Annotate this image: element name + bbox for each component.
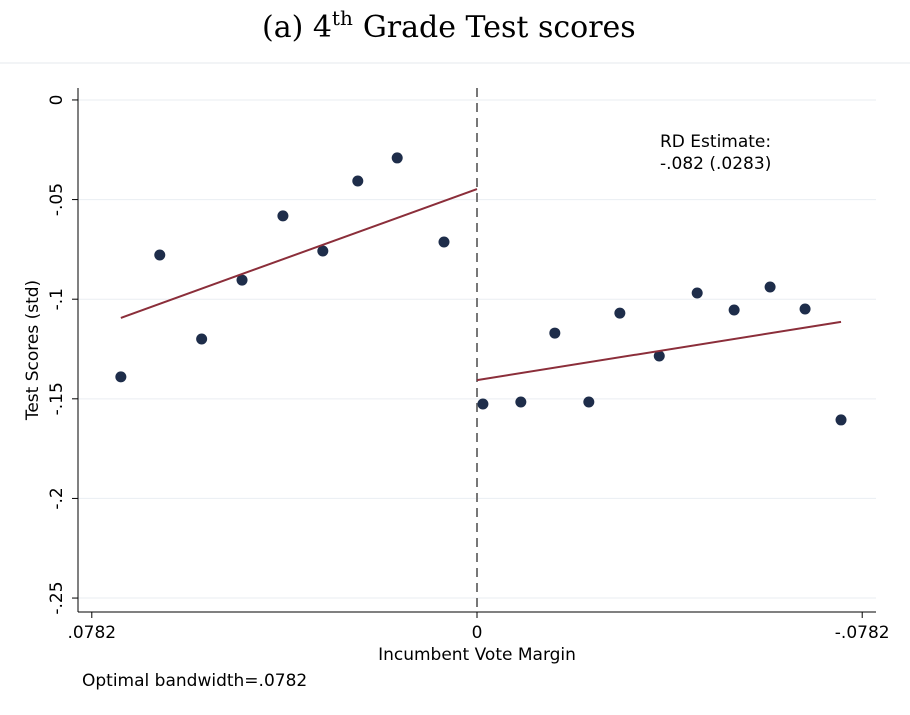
y-axis-label: Test Scores (std) — [23, 280, 43, 421]
annotation: -.082 (.0283) — [660, 154, 771, 174]
fit-line — [476, 320, 842, 382]
note: Optimal bandwidth=.0782 — [82, 671, 307, 691]
title-text: (a) 4 — [262, 10, 332, 45]
chart-title: (a) 4th Grade Test scores — [262, 6, 636, 45]
point — [391, 152, 403, 164]
point — [653, 350, 665, 362]
y-tick-label: -.1 — [47, 288, 67, 310]
point — [317, 245, 329, 257]
point — [236, 274, 248, 286]
point — [835, 414, 847, 426]
point — [728, 304, 740, 316]
point — [477, 398, 489, 410]
y-tick-label: -.2 — [47, 487, 67, 509]
point — [614, 307, 626, 319]
x-axis-label: Incumbent Vote Margin — [378, 645, 576, 665]
point — [799, 303, 811, 315]
y-tick-label: 0 — [47, 95, 67, 106]
point — [277, 210, 289, 222]
point — [154, 249, 166, 261]
title-rest: Grade Test scores — [363, 10, 636, 45]
point — [438, 236, 450, 248]
fit-line — [120, 188, 478, 319]
annotation: RD Estimate: — [660, 132, 771, 152]
y-tick-label: -.25 — [47, 581, 67, 614]
x-tick-label: .0782 — [67, 623, 116, 643]
point — [115, 371, 127, 383]
point — [583, 396, 595, 408]
point — [549, 327, 561, 339]
x-tick-label: 0 — [472, 623, 483, 643]
point — [691, 287, 703, 299]
x-tick-label: -.0782 — [835, 623, 890, 643]
point — [352, 175, 364, 187]
y-tick-label: -.15 — [47, 382, 67, 415]
title-superscript: th — [332, 6, 353, 30]
point — [515, 396, 527, 408]
y-tick-label: -.05 — [47, 183, 67, 216]
point — [764, 281, 776, 293]
point — [196, 333, 208, 345]
